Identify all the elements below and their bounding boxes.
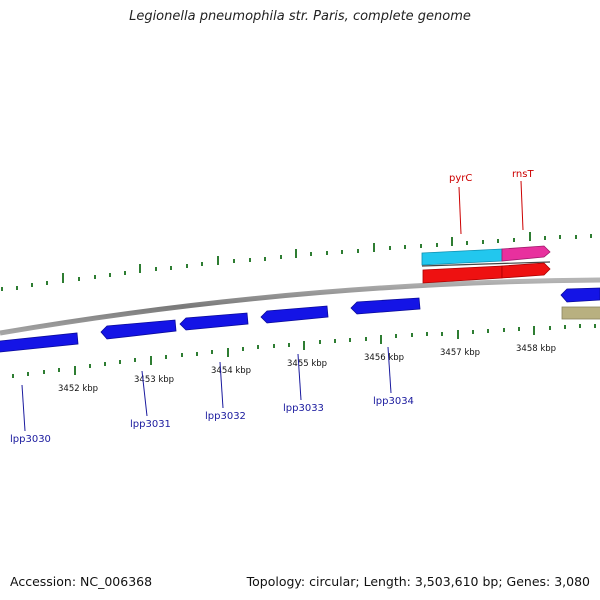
label-pyrC: pyrC — [449, 173, 472, 184]
gene-lpp3033[interactable] — [260, 305, 329, 324]
leader-lpp3030 — [21, 384, 26, 432]
leader-rnsT — [520, 180, 524, 231]
gene-right-reverse[interactable] — [560, 287, 600, 303]
leader-lpp3031 — [141, 370, 148, 417]
gene-lpp3032[interactable] — [179, 312, 249, 331]
gene-right-khaki[interactable] — [561, 306, 600, 320]
gene-lpp3031[interactable] — [100, 319, 177, 340]
outer-tick-track — [1, 232, 592, 291]
gene-lpp3034[interactable] — [350, 297, 421, 315]
scale-label-3453: 3453 kbp — [134, 375, 174, 385]
cds-track-separator — [421, 261, 551, 267]
gene-rnsT[interactable] — [501, 245, 551, 262]
gene-lpp3030[interactable] — [0, 332, 79, 353]
label-lpp3030: lpp3030 — [10, 434, 51, 445]
label-lpp3034: lpp3034 — [373, 396, 414, 407]
scale-label-3457: 3457 kbp — [440, 348, 480, 358]
accession-text: Accession: NC_006368 — [10, 574, 153, 589]
leader-pyrC — [458, 186, 462, 235]
label-lpp3033: lpp3033 — [283, 403, 324, 414]
inner-tick-track — [12, 324, 596, 378]
leader-lpp3032 — [219, 361, 224, 409]
genome-backbone — [0, 277, 600, 336]
cds-rnsT[interactable] — [501, 262, 551, 279]
forward-genes — [421, 245, 551, 284]
label-lpp3032: lpp3032 — [205, 411, 246, 422]
label-rnsT: rnsT — [512, 169, 534, 180]
genome-summary-text: Topology: circular; Length: 3,503,610 bp… — [246, 574, 590, 589]
label-lpp3031: lpp3031 — [130, 419, 171, 430]
map-title: Legionella pneumophila str. Paris, compl… — [129, 9, 471, 24]
gene-pyrC[interactable] — [421, 248, 503, 266]
scale-label-3458: 3458 kbp — [516, 344, 556, 354]
leader-lpp3034 — [387, 346, 392, 394]
scale-label-3452: 3452 kbp — [58, 384, 98, 394]
scale-label-3456: 3456 kbp — [364, 353, 404, 363]
leader-lpp3033 — [297, 353, 302, 401]
reverse-genes — [0, 287, 600, 353]
scale-label-3454: 3454 kbp — [211, 366, 251, 376]
scale-label-3455: 3455 kbp — [287, 359, 327, 369]
